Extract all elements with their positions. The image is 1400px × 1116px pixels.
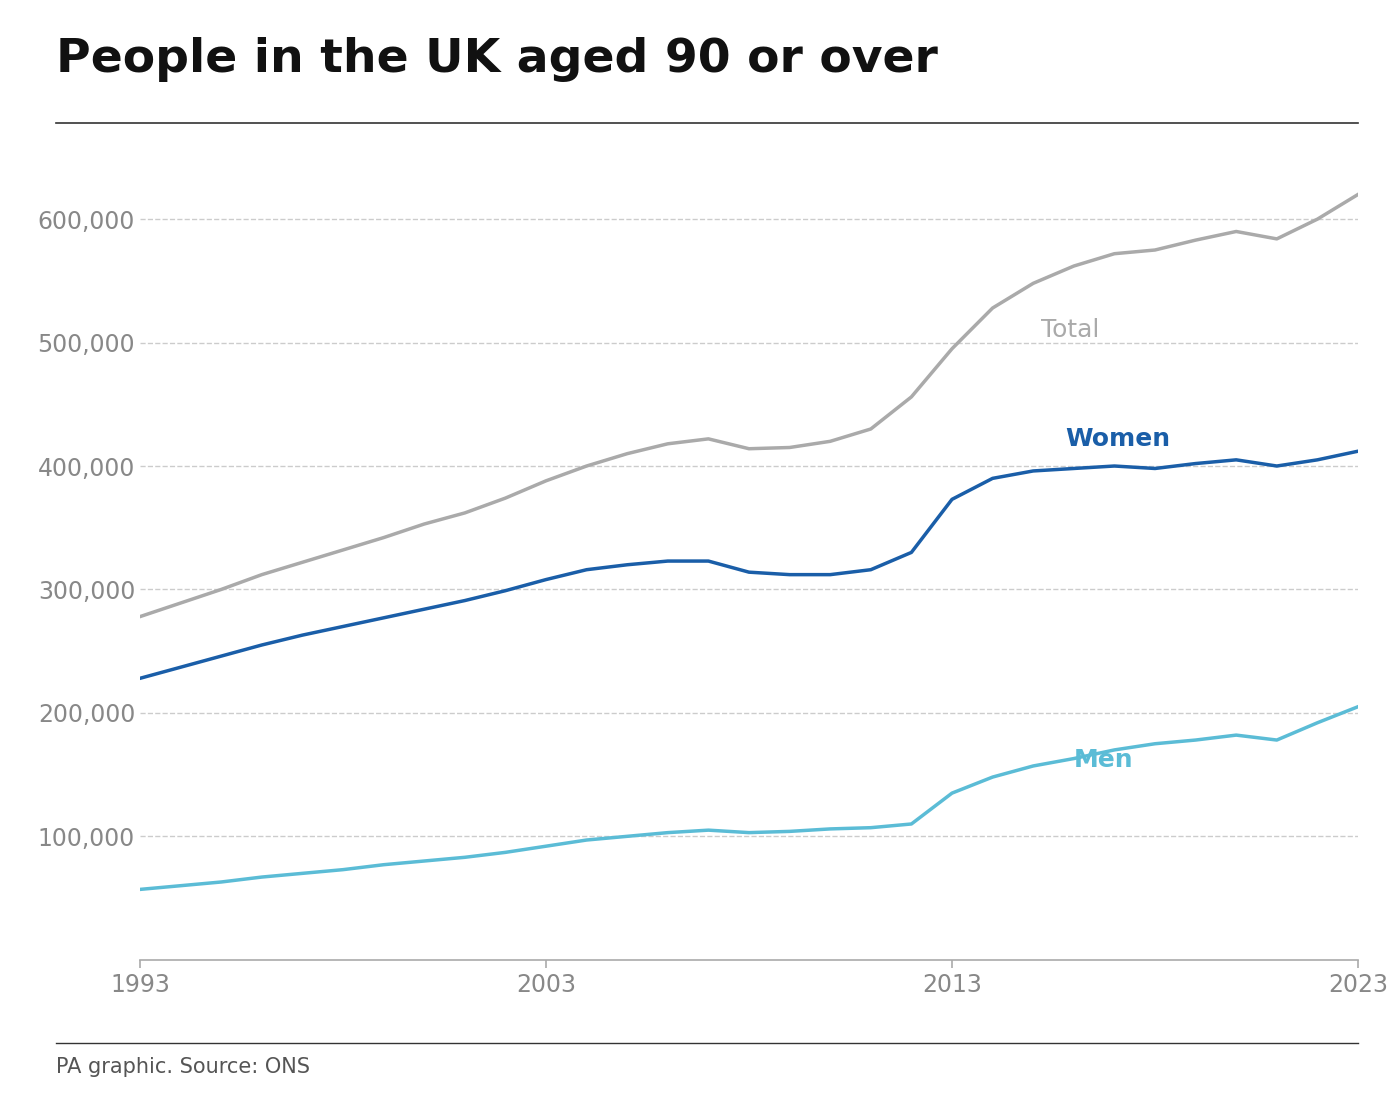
Text: PA graphic. Source: ONS: PA graphic. Source: ONS <box>56 1057 309 1077</box>
Text: Women: Women <box>1065 426 1170 451</box>
Text: Men: Men <box>1074 748 1134 772</box>
Text: People in the UK aged 90 or over: People in the UK aged 90 or over <box>56 38 938 83</box>
Text: Total: Total <box>1042 318 1099 343</box>
